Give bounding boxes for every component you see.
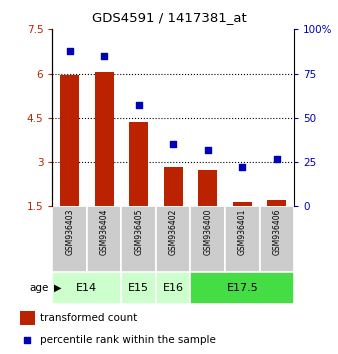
Text: age: age	[30, 283, 49, 293]
Point	[240, 165, 245, 170]
Bar	[156, 206, 191, 272]
Point	[171, 142, 176, 147]
Text: ▶: ▶	[54, 283, 62, 293]
Bar	[87, 206, 121, 272]
Text: GSM936401: GSM936401	[238, 209, 247, 255]
Point	[101, 53, 107, 59]
Bar	[20, 312, 35, 325]
Text: E14: E14	[76, 283, 97, 293]
Bar	[267, 200, 286, 206]
Text: GDS4591 / 1417381_at: GDS4591 / 1417381_at	[92, 11, 246, 24]
Text: E16: E16	[163, 283, 184, 293]
Bar	[129, 122, 148, 206]
Bar	[121, 272, 156, 304]
Bar	[52, 272, 121, 304]
Text: E15: E15	[128, 283, 149, 293]
Bar	[164, 167, 183, 206]
Text: GSM936404: GSM936404	[100, 209, 109, 255]
Bar	[225, 206, 260, 272]
Point	[136, 103, 141, 108]
Text: E17.5: E17.5	[226, 283, 258, 293]
Text: GSM936400: GSM936400	[203, 209, 212, 255]
Bar	[121, 206, 156, 272]
Bar	[233, 202, 252, 206]
Text: GSM936406: GSM936406	[272, 209, 281, 255]
Text: GSM936402: GSM936402	[169, 209, 178, 255]
Text: percentile rank within the sample: percentile rank within the sample	[40, 335, 216, 346]
Bar	[60, 75, 79, 206]
Point	[274, 156, 280, 161]
Text: GSM936403: GSM936403	[65, 209, 74, 255]
Bar	[52, 206, 87, 272]
Bar	[191, 206, 225, 272]
Bar	[260, 206, 294, 272]
Bar	[156, 272, 191, 304]
Point	[67, 48, 72, 53]
Point	[25, 337, 30, 343]
Point	[205, 147, 211, 153]
Bar	[198, 170, 217, 206]
Text: GSM936405: GSM936405	[134, 209, 143, 255]
Text: transformed count: transformed count	[40, 313, 137, 323]
Bar	[95, 72, 114, 206]
Bar	[191, 272, 294, 304]
